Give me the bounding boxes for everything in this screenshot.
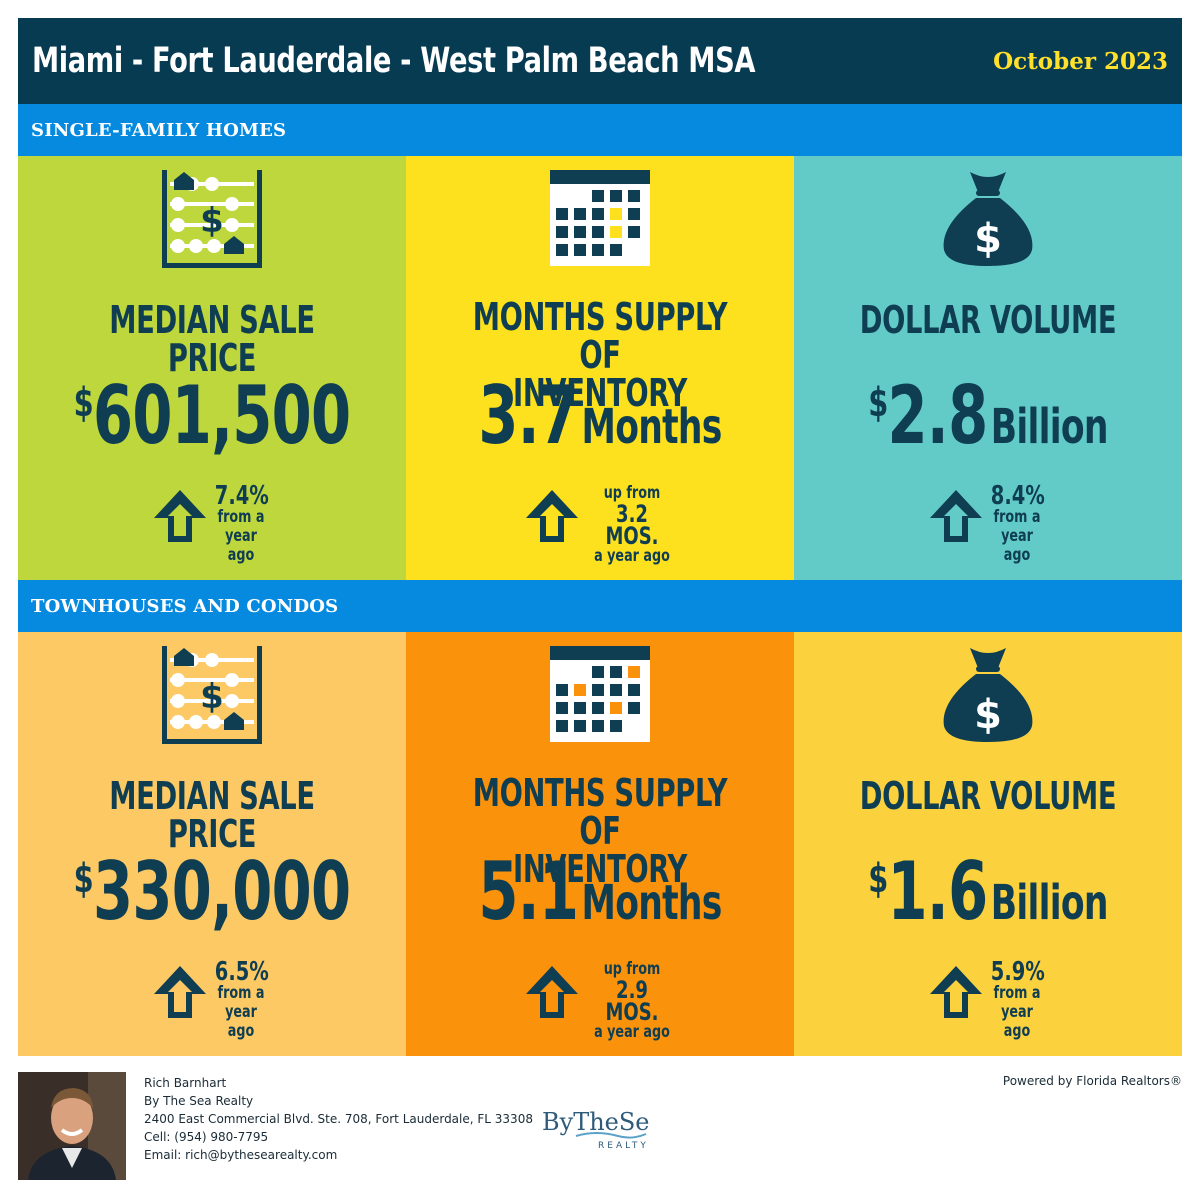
calendar-icon [548, 168, 652, 273]
tile-months-supply: MONTHS SUPPLY OF INVENTORY 5.1 Months up… [406, 632, 794, 1056]
tile-median-sale-price: $ MEDIAN SALE PRICE $330,000 6.5% from a… [18, 632, 406, 1056]
tile-value: $330,000 [73, 845, 351, 938]
section-title: SINGLE-FAMILY HOMES [31, 119, 287, 141]
change-line: up from [603, 959, 661, 979]
tile-dollar-volume: $ DOLLAR VOLUME $1.6 Billion 5.9% from a… [794, 632, 1182, 1056]
svg-text:$: $ [974, 216, 1002, 262]
change-line: year ago [1001, 526, 1033, 565]
change-percent: 5.9% [990, 957, 1045, 987]
arrow-up-icon [930, 966, 982, 1018]
tile-value: $2.8 Billion [868, 369, 1108, 462]
tile-label: MEDIAN SALE PRICE [109, 774, 315, 856]
change-line: from a [217, 507, 265, 527]
agent-company: By The Sea Realty [144, 1094, 254, 1108]
section-bar-single-family: SINGLE-FAMILY HOMES [18, 104, 1182, 156]
tile-median-sale-price: $ MEDIAN SALE PRICE $601,500 7.4% from a… [18, 156, 406, 580]
tile-label: MONTHS SUPPLY OF INVENTORY [472, 771, 728, 891]
change-indicator: 8.4% from a year ago [794, 481, 1182, 565]
arrow-up-icon [526, 966, 578, 1018]
tile-label: DOLLAR VOLUME [859, 774, 1117, 818]
tile-months-supply: MONTHS SUPPLY OF INVENTORY 3.7 Months up… [406, 156, 794, 580]
header-banner: Miami - Fort Lauderdale - West Palm Beac… [18, 18, 1182, 104]
change-indicator: up from 2.9 MOS. a year ago [406, 959, 794, 1042]
powered-by: Powered by Florida Realtors® [1002, 1074, 1182, 1088]
change-value: 3.2 MOS. [605, 500, 659, 550]
change-line: a year ago [594, 1022, 670, 1042]
agent-address: 2400 East Commercial Blvd. Ste. 708, For… [144, 1112, 533, 1126]
change-indicator: 5.9% from a year ago [794, 957, 1182, 1041]
change-line: year ago [225, 1002, 257, 1041]
abacus-icon: $ [160, 644, 264, 751]
agent-name: Rich Barnhart [144, 1076, 227, 1090]
svg-text:$: $ [200, 201, 224, 241]
tile-label: MEDIAN SALE PRICE [109, 298, 315, 380]
tile-label: MONTHS SUPPLY OF INVENTORY [472, 295, 728, 415]
change-percent: 7.4% [214, 481, 269, 511]
change-line: year ago [1001, 1002, 1033, 1041]
change-percent: 8.4% [990, 481, 1045, 511]
arrow-up-icon [154, 490, 206, 542]
tile-value: 3.7 Months [478, 369, 722, 462]
agent-phone[interactable]: Cell: (954) 980-7795 [144, 1130, 269, 1144]
change-indicator: 6.5% from a year ago [18, 957, 406, 1041]
change-indicator: 7.4% from a year ago [18, 481, 406, 565]
tile-value: $1.6 Billion [868, 845, 1108, 938]
agent-photo [18, 1072, 126, 1180]
tile-dollar-volume: $ DOLLAR VOLUME $2.8 Billion 8.4% from a… [794, 156, 1182, 580]
agent-footer: Rich Barnhart By The Sea Realty 2400 Eas… [18, 1072, 1182, 1182]
arrow-up-icon [930, 490, 982, 542]
money-bag-icon: $ [936, 644, 1040, 749]
tile-label: DOLLAR VOLUME [859, 298, 1117, 342]
svg-text:REALTY: REALTY [598, 1141, 649, 1151]
arrow-up-icon [154, 966, 206, 1018]
report-date: October 2023 [993, 47, 1168, 75]
change-line: a year ago [594, 546, 670, 566]
page-title: Miami - Fort Lauderdale - West Palm Beac… [32, 41, 756, 81]
section-bar-townhouses-condos: TOWNHOUSES AND CONDOS [18, 580, 1182, 632]
change-line: from a [217, 983, 265, 1003]
change-line: up from [603, 483, 661, 503]
change-value: 2.9 MOS. [605, 976, 659, 1026]
tile-value: 5.1 Months [478, 845, 722, 938]
abacus-icon: $ [160, 168, 264, 275]
change-line: from a [993, 983, 1041, 1003]
change-indicator: up from 3.2 MOS. a year ago [406, 483, 794, 566]
change-line: from a [993, 507, 1041, 527]
svg-text:$: $ [974, 692, 1002, 738]
money-bag-icon: $ [936, 168, 1040, 273]
arrow-up-icon [526, 490, 578, 542]
section-title: TOWNHOUSES AND CONDOS [31, 595, 339, 617]
change-percent: 6.5% [214, 957, 269, 987]
agent-contact-info: Rich Barnhart By The Sea Realty 2400 Eas… [144, 1074, 533, 1164]
single-family-row: $ MEDIAN SALE PRICE $601,500 7.4% from a… [18, 156, 1182, 580]
agent-email[interactable]: Email: rich@bythesearealty.com [144, 1148, 338, 1162]
change-line: year ago [225, 526, 257, 565]
svg-text:$: $ [200, 677, 224, 717]
calendar-icon [548, 644, 652, 749]
tile-value: $601,500 [73, 369, 351, 462]
townhouses-condos-row: $ MEDIAN SALE PRICE $330,000 6.5% from a… [18, 632, 1182, 1056]
